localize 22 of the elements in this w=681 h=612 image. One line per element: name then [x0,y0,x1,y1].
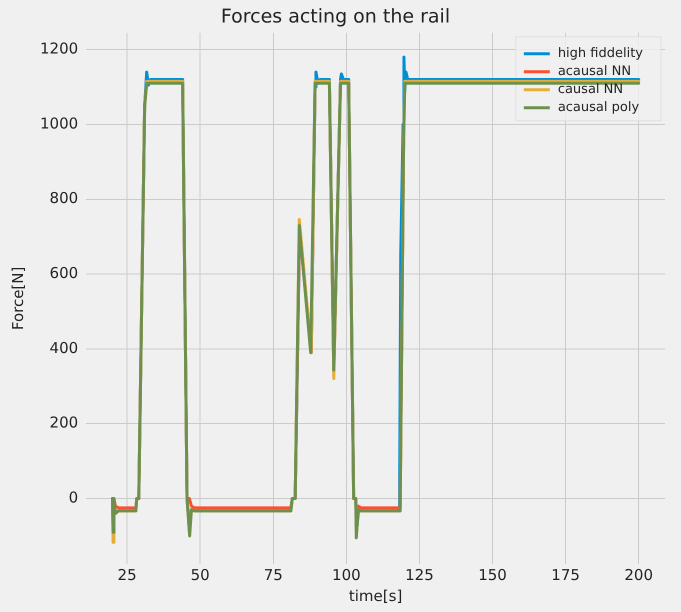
x-tick-label: 25 [118,566,137,584]
y-axis-title: Force[N] [8,266,27,330]
x-tick-label: 150 [478,566,507,584]
legend-label: acausal poly [558,100,640,116]
legend-label: high fiddelity [558,46,644,62]
x-tick-label: 125 [405,566,434,584]
y-tick-label: 800 [50,189,78,208]
y-tick-label: 1000 [40,114,78,132]
x-tick-label: 200 [624,566,654,584]
x-tick-label: 75 [264,566,283,584]
y-tick-label: 600 [50,264,78,282]
x-axis-title: time[s] [348,586,402,605]
x-tick-label: 50 [190,566,210,584]
legend-label: acausal NN [558,64,632,80]
x-tick-label: 100 [332,566,361,584]
y-tick-label: 0 [68,488,78,506]
x-tick-label: 175 [551,566,580,584]
legend-label: causal NN [558,82,624,98]
chart-title: Forces acting on the rail [220,5,450,28]
y-tick-label: 400 [50,338,78,357]
y-tick-label: 200 [50,414,78,432]
y-tick-label: 1200 [40,40,78,58]
